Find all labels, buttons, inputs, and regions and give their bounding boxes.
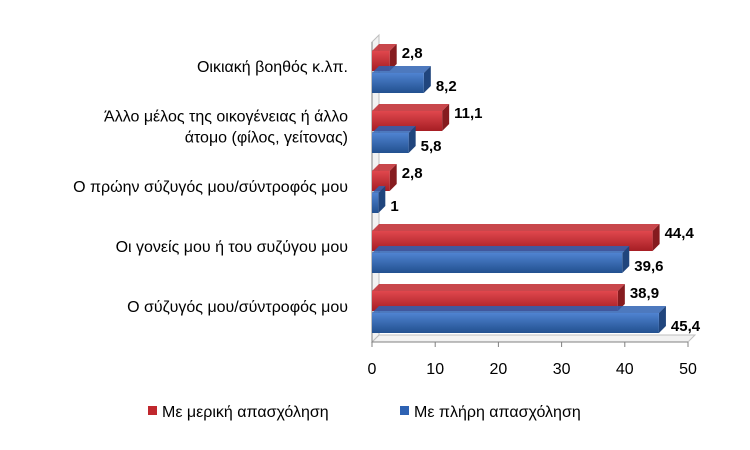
x-tick-label: 50 bbox=[679, 361, 697, 378]
bar-side-face bbox=[622, 246, 630, 273]
x-tick-label: 20 bbox=[490, 361, 508, 378]
x-tick-labels: 0 10 20 30 40 50 bbox=[368, 361, 697, 378]
bar-top-face bbox=[372, 224, 660, 231]
data-label: 1 bbox=[390, 198, 398, 215]
bar-front-face bbox=[372, 253, 623, 273]
category-label-line: Οικιακή βοηθός κ.λπ. bbox=[197, 59, 348, 76]
bar-side-face bbox=[408, 126, 416, 153]
legend-swatch bbox=[400, 406, 409, 415]
category-label-line: Οι γονείς μου ή του συζύγου μου bbox=[116, 239, 348, 256]
category-label: Οικιακή βοηθός κ.λπ. bbox=[197, 59, 348, 76]
bar-top-face bbox=[372, 306, 666, 313]
floor-plane bbox=[370, 334, 697, 343]
category-label: Ο σύζυγός μου/σύντροφός μου bbox=[127, 299, 348, 316]
bar-top-face bbox=[372, 44, 397, 51]
data-labels: 2,8 11,1 2,8 44,4 38,9 8,2 5,8 1 39,6 45,4 bbox=[390, 45, 700, 335]
category-label: Οι γονείς μου ή του συζύγου μου bbox=[116, 239, 348, 256]
category-label-line: άτομο (φίλος, γείτονας) bbox=[185, 130, 348, 147]
chart-bars bbox=[372, 44, 666, 333]
bar-top-face bbox=[372, 246, 630, 253]
data-label: 2,8 bbox=[402, 45, 423, 62]
x-tick-label: 40 bbox=[616, 361, 634, 378]
bar-top-face bbox=[372, 186, 386, 193]
bar-side-face bbox=[389, 164, 397, 191]
data-label: 38,9 bbox=[630, 285, 659, 302]
bar bbox=[372, 186, 386, 213]
data-label: 2,8 bbox=[402, 165, 423, 182]
category-label-line: Άλλο μέλος της οικογένειας ή άλλο bbox=[104, 109, 348, 126]
bar-side-face bbox=[378, 186, 386, 213]
category-label-line: Ο σύζυγός μου/σύντροφός μου bbox=[127, 299, 348, 316]
data-label: 11,1 bbox=[454, 105, 482, 122]
bar-top-face bbox=[372, 164, 397, 171]
bar-front-face bbox=[372, 193, 379, 213]
legend: Με μερική απασχόληση Με πλήρη απασχόληση bbox=[148, 404, 581, 421]
x-tick-label: 10 bbox=[426, 361, 444, 378]
category-label: Άλλο μέλος της οικογένειας ή άλλο άτομο (… bbox=[104, 109, 348, 147]
legend-swatch bbox=[148, 406, 157, 415]
bar-front-face bbox=[372, 73, 424, 93]
data-label: 39,6 bbox=[634, 258, 663, 275]
data-label: 45,4 bbox=[671, 318, 701, 335]
bar-front-face bbox=[372, 133, 409, 153]
bar bbox=[372, 66, 431, 93]
data-label: 5,8 bbox=[421, 138, 442, 155]
bar-top-face bbox=[372, 126, 416, 133]
category-labels: Οικιακή βοηθός κ.λπ. Άλλο μέλος της οικογ… bbox=[73, 59, 348, 316]
bar-top-face bbox=[372, 284, 625, 291]
legend-label: Με μερική απασχόληση bbox=[162, 404, 329, 421]
data-label: 44,4 bbox=[665, 225, 695, 242]
bar bbox=[372, 126, 416, 153]
bar-side-face bbox=[389, 44, 397, 71]
bar-side-face bbox=[617, 284, 625, 311]
bar-side-face bbox=[658, 306, 666, 333]
legend-label: Με πλήρη απασχόληση bbox=[414, 404, 581, 421]
bar bbox=[372, 306, 666, 333]
bar-side-face bbox=[442, 104, 450, 131]
x-tick-label: 0 bbox=[368, 361, 377, 378]
bar-top-face bbox=[372, 66, 431, 73]
category-label-line: Ο πρώην σύζυγός μου/σύντροφός μου bbox=[73, 179, 348, 196]
bar bbox=[372, 246, 630, 273]
bar-side-face bbox=[423, 66, 431, 93]
category-label: Ο πρώην σύζυγός μου/σύντροφός μου bbox=[73, 179, 348, 196]
bar-front-face bbox=[372, 313, 659, 333]
x-tick-label: 30 bbox=[553, 361, 571, 378]
bar-side-face bbox=[652, 224, 660, 251]
bar-top-face bbox=[372, 104, 450, 111]
data-label: 8,2 bbox=[436, 78, 457, 95]
